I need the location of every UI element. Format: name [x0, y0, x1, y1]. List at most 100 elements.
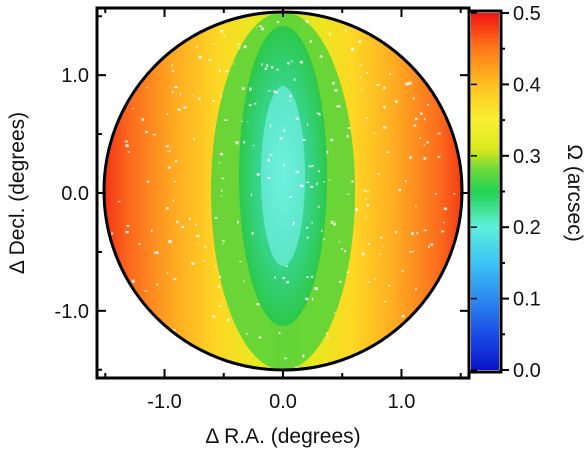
speckle	[295, 170, 299, 174]
speckle	[292, 222, 295, 225]
field-speckles	[111, 20, 456, 369]
speckle	[311, 297, 314, 301]
colorbar-gradient	[471, 13, 499, 370]
speckle	[193, 138, 195, 141]
speckle	[386, 151, 390, 154]
speckle	[174, 160, 178, 163]
speckle	[202, 260, 205, 262]
speckle	[305, 181, 310, 184]
speckle	[125, 144, 129, 148]
speckle	[423, 157, 427, 160]
speckle	[405, 180, 407, 183]
speckle	[331, 81, 335, 85]
speckle	[217, 285, 220, 288]
speckle	[337, 105, 341, 108]
speckle	[270, 66, 274, 69]
speckle	[316, 112, 320, 114]
speckle	[242, 141, 246, 144]
speckle	[311, 164, 314, 167]
speckle	[224, 119, 228, 121]
speckle	[383, 300, 387, 302]
speckle	[394, 231, 398, 234]
speckle	[218, 69, 221, 72]
speckle	[305, 20, 309, 23]
speckle	[241, 87, 245, 90]
speckle	[125, 230, 129, 234]
speckle	[334, 221, 336, 223]
speckle	[138, 243, 141, 245]
speckle	[383, 86, 386, 90]
speckle	[405, 82, 409, 86]
speckle	[238, 47, 241, 49]
speckle	[254, 102, 257, 105]
speckle	[453, 193, 456, 195]
speckle	[423, 144, 426, 146]
speckle	[367, 243, 371, 245]
speckle	[173, 180, 176, 183]
speckle	[336, 105, 338, 108]
speckle	[260, 27, 265, 31]
speckle	[191, 95, 194, 97]
speckle	[255, 26, 257, 29]
speckle	[247, 121, 249, 123]
speckle	[328, 179, 331, 181]
speckle	[295, 366, 299, 369]
speckle	[214, 265, 217, 267]
speckle	[276, 20, 280, 24]
speckle	[435, 193, 438, 195]
speckle	[219, 152, 224, 156]
speckle	[380, 236, 383, 239]
speckle	[286, 280, 289, 284]
speckle	[146, 87, 148, 89]
speckle	[376, 173, 381, 175]
speckle	[249, 87, 252, 91]
speckle	[360, 76, 362, 79]
x-tick-label: 1.0	[388, 391, 416, 413]
speckle	[300, 184, 304, 187]
speckle	[310, 185, 314, 188]
speckle	[318, 170, 320, 173]
speckle	[426, 141, 429, 144]
speckle	[212, 100, 215, 102]
speckle	[383, 246, 385, 248]
speckle	[269, 153, 273, 156]
speckle	[415, 205, 417, 208]
speckle	[355, 208, 359, 211]
speckle	[283, 164, 285, 167]
speckle	[197, 244, 199, 246]
speckle	[291, 60, 293, 63]
speckle	[306, 236, 309, 239]
colorbar-tick-label: 0.3	[513, 146, 541, 168]
speckle	[267, 158, 271, 162]
speckle	[373, 132, 376, 134]
speckle	[166, 272, 168, 275]
speckle	[351, 47, 354, 51]
speckle	[172, 199, 175, 202]
speckle	[363, 189, 367, 192]
speckle	[443, 207, 448, 211]
speckle	[189, 217, 191, 221]
speckle	[323, 181, 325, 183]
speckle	[213, 43, 215, 45]
speckle	[239, 260, 242, 263]
speckle	[154, 251, 157, 254]
speckle	[413, 124, 417, 127]
speckle	[266, 64, 269, 67]
field-lens-center	[261, 86, 305, 266]
speckle	[218, 162, 221, 164]
speckle	[326, 150, 329, 154]
speckle	[416, 232, 419, 235]
speckle	[338, 241, 341, 243]
speckle	[235, 141, 239, 145]
speckle	[176, 220, 179, 224]
speckle	[441, 230, 445, 233]
speckle	[334, 89, 338, 92]
speckle	[167, 166, 171, 169]
speckle	[330, 220, 333, 224]
speckle	[430, 243, 434, 246]
speckle	[145, 130, 149, 134]
speckle	[167, 150, 171, 152]
speckle	[302, 138, 306, 141]
speckle	[124, 140, 128, 143]
speckle	[269, 124, 272, 128]
